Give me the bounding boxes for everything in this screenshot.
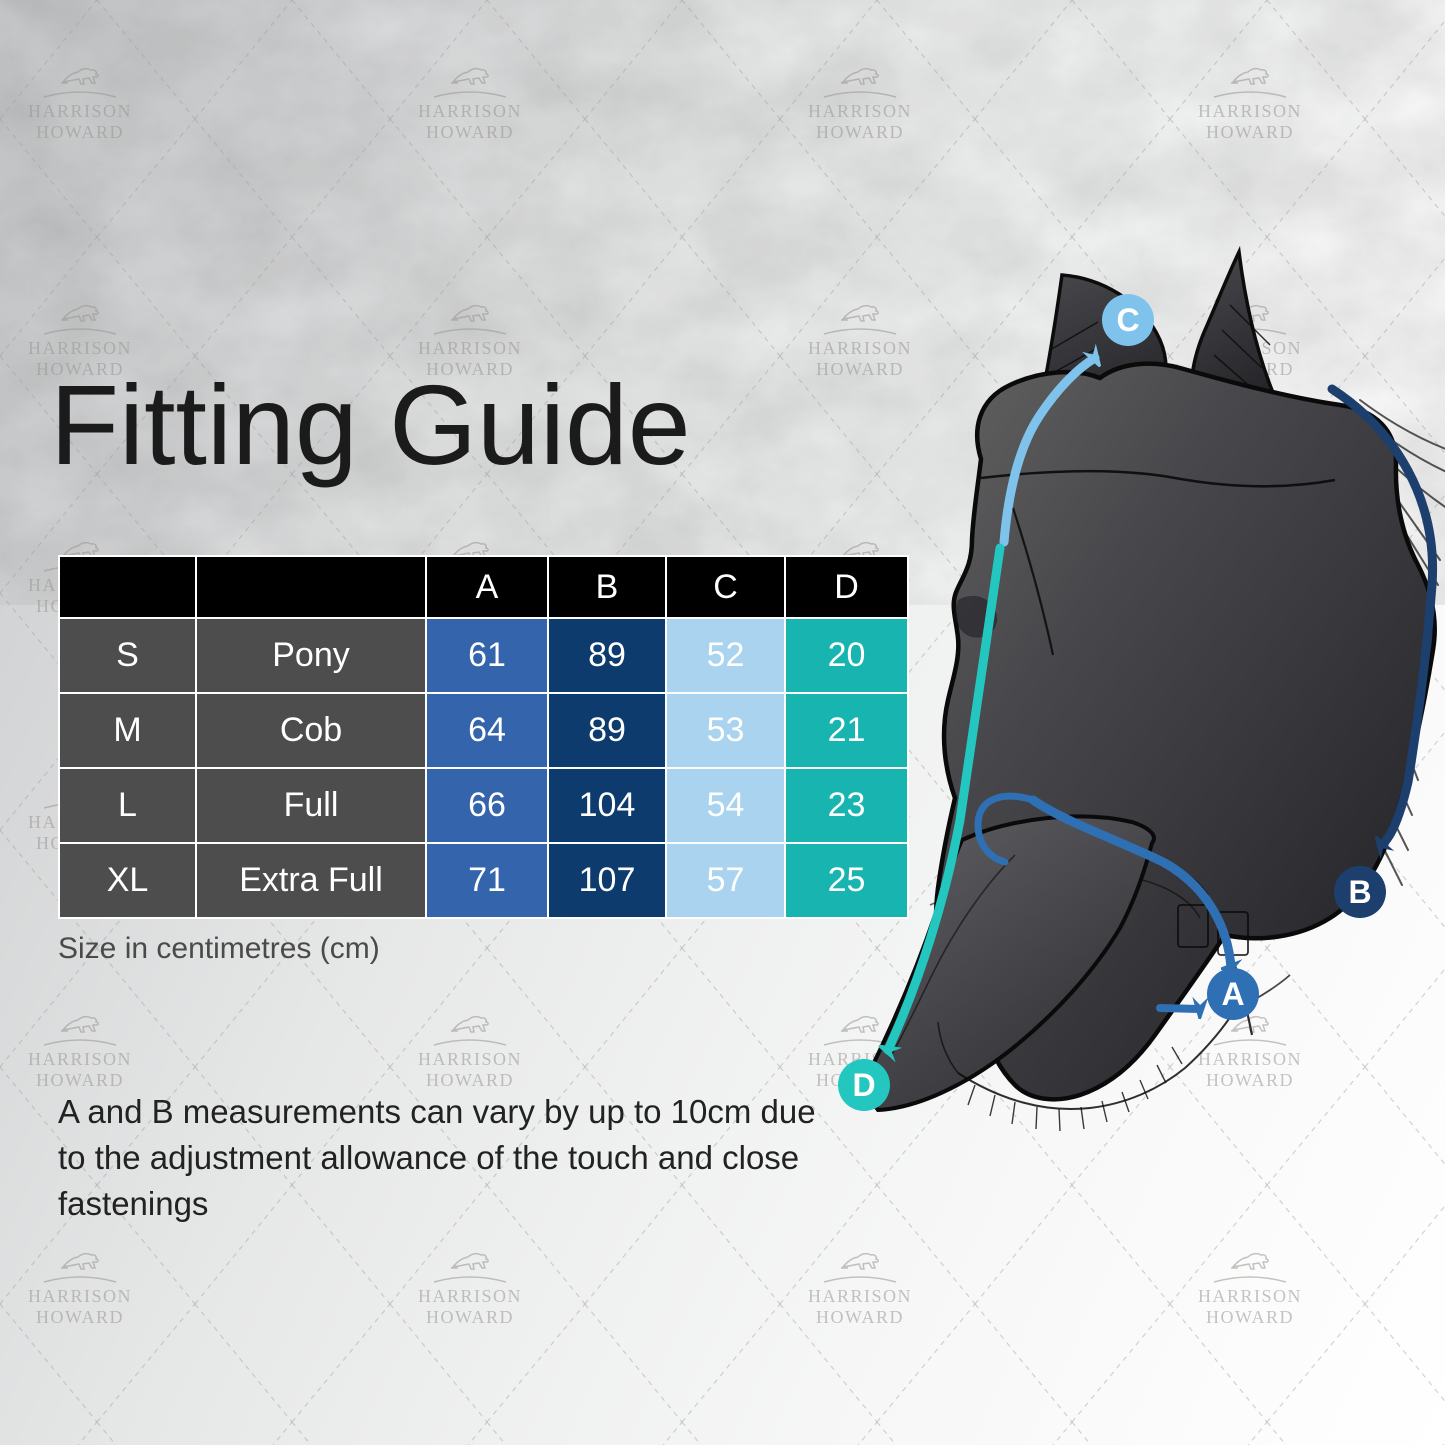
svg-text:B: B: [1348, 874, 1371, 910]
svg-text:C: C: [1116, 302, 1139, 338]
svg-text:D: D: [852, 1067, 875, 1103]
svg-text:A: A: [1221, 976, 1244, 1012]
